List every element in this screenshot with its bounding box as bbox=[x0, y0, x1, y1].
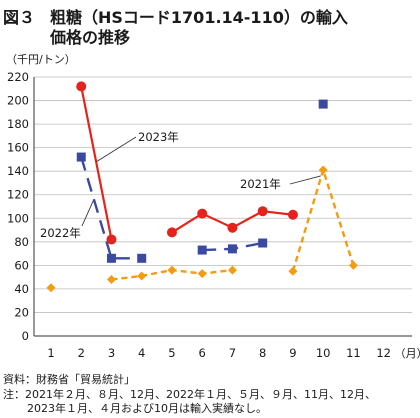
y-tick-labels: 0 20 40 60 80 100 120 140 160 180 200 220 bbox=[7, 70, 29, 343]
series-line bbox=[80, 86, 113, 240]
y-tick-label: 80 bbox=[14, 235, 29, 249]
data-point bbox=[106, 274, 116, 284]
data-point bbox=[166, 227, 177, 238]
data-point bbox=[167, 265, 177, 275]
data-point bbox=[197, 208, 208, 219]
y-tick-label: 140 bbox=[7, 164, 29, 178]
data-point bbox=[46, 283, 56, 293]
x-tick-label: 6 bbox=[199, 346, 206, 360]
x-tick-label: 9 bbox=[289, 346, 296, 360]
y-tick-label: 200 bbox=[7, 94, 29, 108]
y-tick-label: 160 bbox=[7, 141, 29, 155]
title-line-2: 価格の推移 bbox=[50, 28, 131, 47]
series-layer bbox=[46, 81, 358, 293]
y-tick-label: 180 bbox=[7, 117, 29, 131]
gridlines bbox=[34, 76, 412, 313]
series-line bbox=[80, 156, 142, 260]
x-tick-label: 2 bbox=[78, 346, 85, 360]
x-tick-label: 5 bbox=[168, 346, 175, 360]
x-tick-label: 7 bbox=[229, 346, 236, 360]
data-point bbox=[348, 260, 358, 270]
series-label: 2021年 bbox=[240, 177, 281, 191]
data-point bbox=[106, 234, 117, 245]
x-tick-label: 12 bbox=[376, 346, 391, 360]
series-labels-layer: 2023年 2022年 2021年 bbox=[40, 130, 321, 240]
figure-number: 図３ bbox=[3, 8, 36, 27]
data-point bbox=[137, 253, 147, 263]
series-2022年 bbox=[76, 99, 328, 263]
footer: 資料：財務省「貿易統計」 注：2021年２月、８月、12月、2022年１月、５月… bbox=[3, 373, 417, 417]
data-point bbox=[76, 152, 86, 162]
data-point bbox=[258, 238, 268, 248]
data-point bbox=[197, 269, 207, 279]
note-line-2: 2023年１月、４月および10月は輸入実績なし。 bbox=[27, 402, 267, 415]
data-point bbox=[287, 209, 298, 220]
x-axis-unit-label: （月） bbox=[395, 347, 420, 360]
y-tick-label: 220 bbox=[7, 70, 29, 84]
x-tick-label: 8 bbox=[259, 346, 266, 360]
leader-line bbox=[81, 200, 94, 227]
y-tick-label: 0 bbox=[22, 329, 29, 343]
data-point bbox=[197, 245, 207, 255]
data-point bbox=[288, 266, 298, 276]
leader-line bbox=[289, 175, 321, 185]
x-tick-label: 11 bbox=[346, 346, 361, 360]
series-line bbox=[291, 165, 355, 272]
y-tick-label: 120 bbox=[7, 188, 29, 202]
data-point bbox=[227, 222, 238, 233]
x-tick-label: 10 bbox=[316, 346, 331, 360]
data-point bbox=[318, 165, 328, 175]
y-axis-unit-label: （千円/トン） bbox=[6, 53, 76, 66]
leader-line bbox=[96, 136, 137, 163]
data-point bbox=[318, 99, 328, 109]
series-2023年 bbox=[76, 81, 298, 245]
series-2021年 bbox=[46, 165, 358, 293]
series-label: 2022年 bbox=[40, 226, 81, 240]
data-point bbox=[106, 253, 116, 263]
axes bbox=[33, 77, 412, 337]
x-tick-label: 1 bbox=[47, 346, 54, 360]
y-tick-label: 20 bbox=[14, 305, 29, 319]
series-label: 2023年 bbox=[138, 130, 179, 144]
y-tick-label: 100 bbox=[7, 211, 29, 225]
source-note: 資料：財務省「貿易統計」 bbox=[3, 373, 135, 386]
x-tick-label: 4 bbox=[138, 346, 145, 360]
data-point bbox=[137, 271, 147, 281]
data-point bbox=[227, 265, 237, 275]
y-tick-label: 60 bbox=[14, 258, 29, 272]
note-line-1: 注：2021年２月、８月、12月、2022年１月、５月、９月、11月、12月、 bbox=[3, 387, 376, 401]
data-point bbox=[227, 244, 237, 254]
data-point bbox=[257, 206, 268, 217]
x-tick-label: 3 bbox=[108, 346, 115, 360]
title-line-1: 粗糖（HSコード1701.14-110）の輸入 bbox=[50, 8, 348, 27]
data-point bbox=[76, 81, 87, 92]
y-tick-label: 40 bbox=[14, 282, 29, 296]
